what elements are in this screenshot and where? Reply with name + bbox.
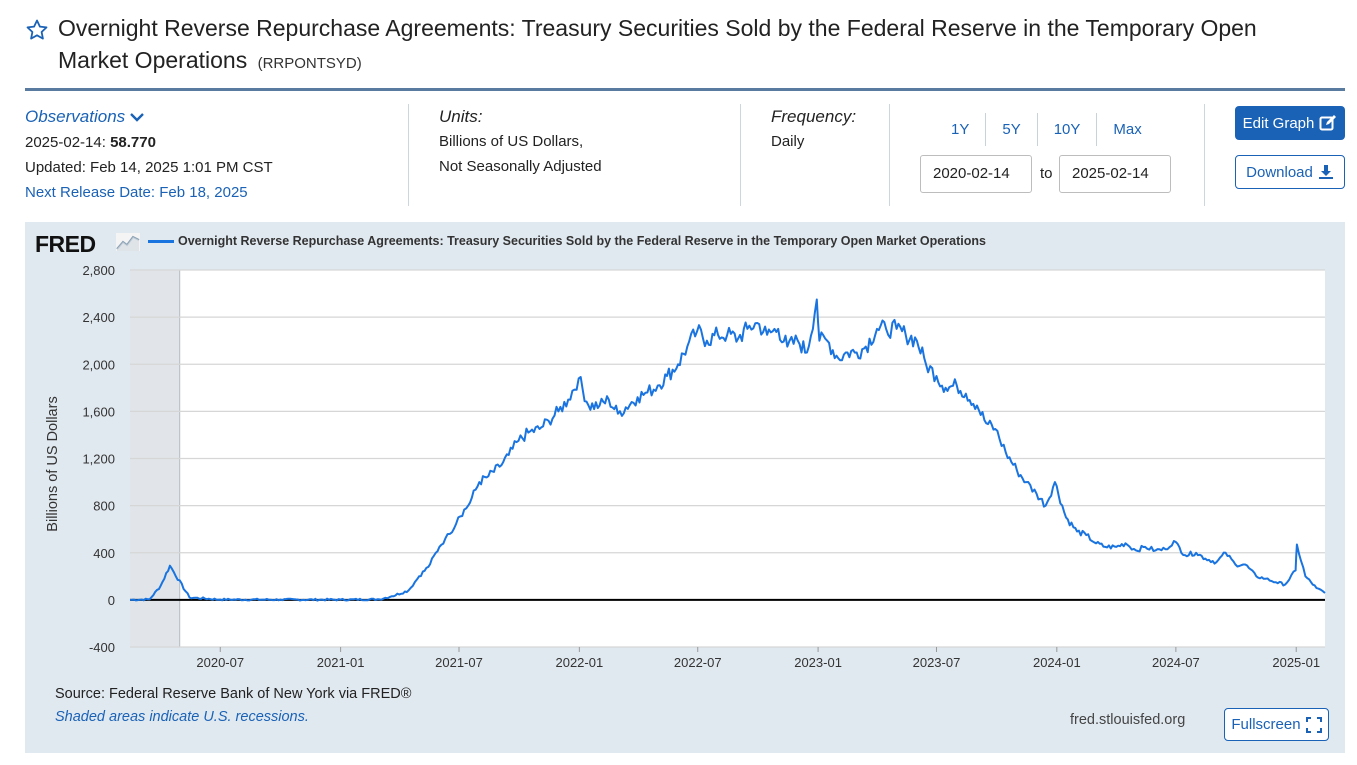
gridlines xyxy=(130,269,1325,648)
edit-icon xyxy=(1319,115,1337,131)
units-line-1: Billions of US Dollars, xyxy=(439,133,584,150)
fullscreen-icon xyxy=(1305,716,1322,733)
series-path xyxy=(129,298,1326,602)
source-text: Source: Federal Reserve Bank of New York… xyxy=(55,686,412,702)
star-outline-icon[interactable] xyxy=(25,18,49,42)
frequency-label: Frequency: xyxy=(771,107,857,126)
observation-date: 2025-02-14: xyxy=(25,134,106,151)
fred-logo: FRED xyxy=(35,231,96,257)
x-tick-label: 2020-07 xyxy=(196,655,244,670)
edit-graph-button[interactable]: Edit Graph xyxy=(1235,106,1345,140)
edit-graph-label: Edit Graph xyxy=(1242,114,1315,132)
y-tick-label: 800 xyxy=(93,499,115,514)
recession-note-link[interactable]: Shaded areas indicate U.S. recessions. xyxy=(55,709,309,725)
line-chart: -400 0 400 800 1,200 1,600 2,000 2,400 2,800 202… xyxy=(45,263,1326,670)
divider xyxy=(1204,104,1205,206)
x-tick-label: 2021-01 xyxy=(317,655,365,670)
y-axis-label: Billions of US Dollars xyxy=(45,396,61,531)
to-label: to xyxy=(1040,165,1053,182)
series-id: (RRPONTSYD) xyxy=(257,55,362,72)
observation-value: 58.770 xyxy=(110,134,156,151)
divider xyxy=(408,104,409,206)
y-tick-label: 0 xyxy=(108,593,115,608)
title-divider xyxy=(25,88,1345,91)
y-tick-label: 1,600 xyxy=(82,404,115,419)
series-line xyxy=(129,298,1326,602)
updated-text: Updated: Feb 14, 2025 1:01 PM CST xyxy=(25,159,273,176)
x-tick-label: 2023-07 xyxy=(913,655,961,670)
chevron-down-icon xyxy=(130,112,145,122)
observations-panel: Observations 2025-02-14: 58.770 Updated:… xyxy=(25,104,273,205)
x-tick-label: 2022-07 xyxy=(674,655,722,670)
chart-legend: Overnight Reverse Repurchase Agreements:… xyxy=(148,234,986,248)
download-label: Download xyxy=(1246,163,1313,181)
x-tick-label: 2025-01 xyxy=(1272,655,1320,670)
fullscreen-button[interactable]: Fullscreen xyxy=(1224,708,1329,741)
start-date-input[interactable]: 2020-02-14 xyxy=(920,155,1032,193)
x-tick-label: 2022-01 xyxy=(555,655,603,670)
range-5y-button[interactable]: 5Y xyxy=(985,113,1036,146)
observations-toggle[interactable]: Observations xyxy=(25,104,145,129)
x-tick-label: 2021-07 xyxy=(435,655,483,670)
range-buttons: 1Y 5Y 10Y Max xyxy=(935,113,1158,146)
x-tick-label: 2024-01 xyxy=(1033,655,1081,670)
range-max-button[interactable]: Max xyxy=(1096,113,1157,146)
fred-graph-icon xyxy=(116,233,140,251)
legend-swatch xyxy=(148,239,174,243)
y-axis: -400 0 400 800 1,200 1,600 2,000 2,400 2,800 xyxy=(82,263,115,655)
y-tick-label: 2,400 xyxy=(82,310,115,325)
observations-label: Observations xyxy=(25,107,126,126)
page-title: Overnight Reverse Repurchase Agreements:… xyxy=(25,12,1315,80)
frequency-panel: Frequency: Daily xyxy=(771,104,856,154)
y-tick-label: -400 xyxy=(89,640,115,655)
x-axis: 2020-07 2021-01 2021-07 2022-01 2022-07 2023-… xyxy=(196,647,1320,670)
frequency-value: Daily xyxy=(771,133,805,150)
range-10y-button[interactable]: 10Y xyxy=(1036,113,1097,146)
download-button[interactable]: Download xyxy=(1235,155,1345,189)
units-panel: Units: Billions of US Dollars, Not Seaso… xyxy=(439,104,602,179)
fullscreen-label: Fullscreen xyxy=(1231,716,1301,733)
units-label: Units: xyxy=(439,107,483,126)
x-tick-label: 2023-01 xyxy=(794,655,842,670)
graph-panel: FRED Overnight Reverse Repurchase Agreem… xyxy=(25,222,1345,753)
series-title: Overnight Reverse Repurchase Agreements:… xyxy=(58,15,1257,73)
y-tick-label: 2,800 xyxy=(82,263,115,278)
divider xyxy=(889,104,890,206)
x-tick-label: 2024-07 xyxy=(1152,655,1200,670)
legend-label: Overnight Reverse Repurchase Agreements:… xyxy=(178,234,986,248)
title-row: Overnight Reverse Repurchase Agreements:… xyxy=(25,12,1315,80)
fred-url[interactable]: fred.stlouisfed.org xyxy=(1070,712,1186,728)
end-date-input[interactable]: 2025-02-14 xyxy=(1059,155,1171,193)
download-icon xyxy=(1318,165,1333,179)
divider xyxy=(740,104,741,206)
y-tick-label: 2,000 xyxy=(82,357,115,372)
y-tick-label: 400 xyxy=(93,546,115,561)
units-line-2: Not Seasonally Adjusted xyxy=(439,158,602,175)
latest-observation: 2025-02-14: 58.770 xyxy=(25,130,273,155)
next-release-link[interactable]: Next Release Date: Feb 18, 2025 xyxy=(25,184,248,201)
range-1y-button[interactable]: 1Y xyxy=(951,121,970,138)
y-tick-label: 1,200 xyxy=(82,452,115,467)
